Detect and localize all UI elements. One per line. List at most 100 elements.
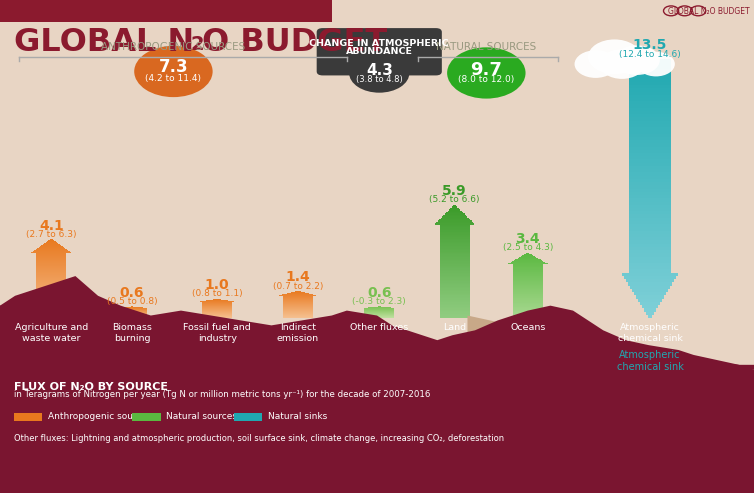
Bar xyxy=(629,137,671,140)
Bar xyxy=(513,283,543,284)
Bar xyxy=(440,235,470,236)
Bar xyxy=(513,299,543,300)
Bar xyxy=(440,315,470,317)
Bar xyxy=(624,276,676,279)
Bar xyxy=(513,270,543,271)
Bar xyxy=(629,231,671,234)
Bar xyxy=(36,256,66,257)
Bar xyxy=(513,290,543,291)
Bar xyxy=(628,282,672,285)
Bar xyxy=(132,413,161,421)
Bar xyxy=(629,208,671,211)
Bar xyxy=(629,150,671,153)
Bar xyxy=(440,251,470,253)
Bar xyxy=(629,159,671,163)
Text: GLOBAL N: GLOBAL N xyxy=(14,27,194,58)
Bar xyxy=(513,312,543,313)
Polygon shape xyxy=(0,276,754,493)
Text: Atmospheric
chemical sink: Atmospheric chemical sink xyxy=(618,323,682,343)
Bar xyxy=(442,216,467,217)
Text: 5.9: 5.9 xyxy=(443,184,467,198)
Text: Natural sinks: Natural sinks xyxy=(268,412,327,421)
Bar xyxy=(440,292,470,294)
Bar xyxy=(440,227,470,229)
Bar xyxy=(36,278,66,279)
Bar xyxy=(440,253,470,254)
Text: Land: Land xyxy=(443,323,466,332)
Bar xyxy=(513,309,543,310)
Bar xyxy=(629,117,671,121)
Bar xyxy=(440,269,470,270)
Bar xyxy=(450,208,459,209)
Bar xyxy=(629,192,671,195)
Text: ABUNDANCE: ABUNDANCE xyxy=(346,47,412,56)
Bar xyxy=(36,264,66,265)
Bar xyxy=(629,114,671,117)
Bar xyxy=(629,214,671,218)
Bar xyxy=(36,301,66,302)
Bar xyxy=(440,298,470,300)
Text: in Teragrams of Nitrogen per year (Tg N or million metric tons yr⁻¹) for the dec: in Teragrams of Nitrogen per year (Tg N … xyxy=(14,390,430,399)
Bar xyxy=(440,310,470,311)
Bar xyxy=(513,284,543,285)
Bar xyxy=(36,309,66,310)
Bar xyxy=(629,205,671,208)
Bar xyxy=(36,302,66,303)
Bar xyxy=(513,265,543,266)
Bar xyxy=(508,263,547,264)
Bar xyxy=(36,294,66,295)
Bar xyxy=(36,303,66,304)
Bar xyxy=(629,247,671,250)
Text: (0.5 to 0.8): (0.5 to 0.8) xyxy=(106,297,158,306)
Bar xyxy=(36,315,66,316)
Bar xyxy=(44,244,58,245)
Bar xyxy=(629,227,671,231)
Text: 0.6: 0.6 xyxy=(120,285,144,300)
Bar xyxy=(440,281,470,282)
Bar xyxy=(630,285,670,289)
Bar xyxy=(525,253,531,254)
Bar xyxy=(36,287,66,288)
Bar xyxy=(36,298,66,299)
Bar xyxy=(453,205,456,206)
Bar xyxy=(440,311,470,313)
Bar xyxy=(629,224,671,227)
Bar xyxy=(629,127,671,130)
Bar xyxy=(629,263,671,266)
Bar xyxy=(629,124,671,127)
Bar xyxy=(629,72,671,75)
Bar xyxy=(36,281,66,282)
Bar xyxy=(36,306,66,307)
FancyBboxPatch shape xyxy=(317,28,442,75)
Bar xyxy=(437,222,473,223)
Bar xyxy=(440,257,470,259)
Bar xyxy=(513,288,543,289)
Bar xyxy=(36,284,66,285)
Bar xyxy=(36,257,66,258)
Bar xyxy=(629,130,671,134)
Bar xyxy=(440,314,470,315)
Bar xyxy=(629,218,671,221)
Bar xyxy=(40,246,63,247)
Bar xyxy=(513,313,543,314)
Bar xyxy=(47,242,56,243)
Text: 4.3: 4.3 xyxy=(366,64,393,78)
Bar xyxy=(440,304,470,305)
Circle shape xyxy=(599,49,645,79)
Bar xyxy=(513,264,543,265)
Bar xyxy=(629,105,671,107)
Bar xyxy=(440,260,470,261)
Bar xyxy=(440,300,470,301)
Bar xyxy=(36,293,66,294)
Bar xyxy=(440,263,470,264)
Bar xyxy=(440,238,470,239)
Bar xyxy=(36,272,66,273)
Bar xyxy=(36,289,66,290)
Bar xyxy=(36,274,66,275)
Bar xyxy=(440,236,470,238)
Bar xyxy=(632,289,668,292)
Bar xyxy=(440,287,470,288)
Bar xyxy=(516,258,539,259)
Bar xyxy=(440,313,470,314)
Bar xyxy=(440,217,469,219)
